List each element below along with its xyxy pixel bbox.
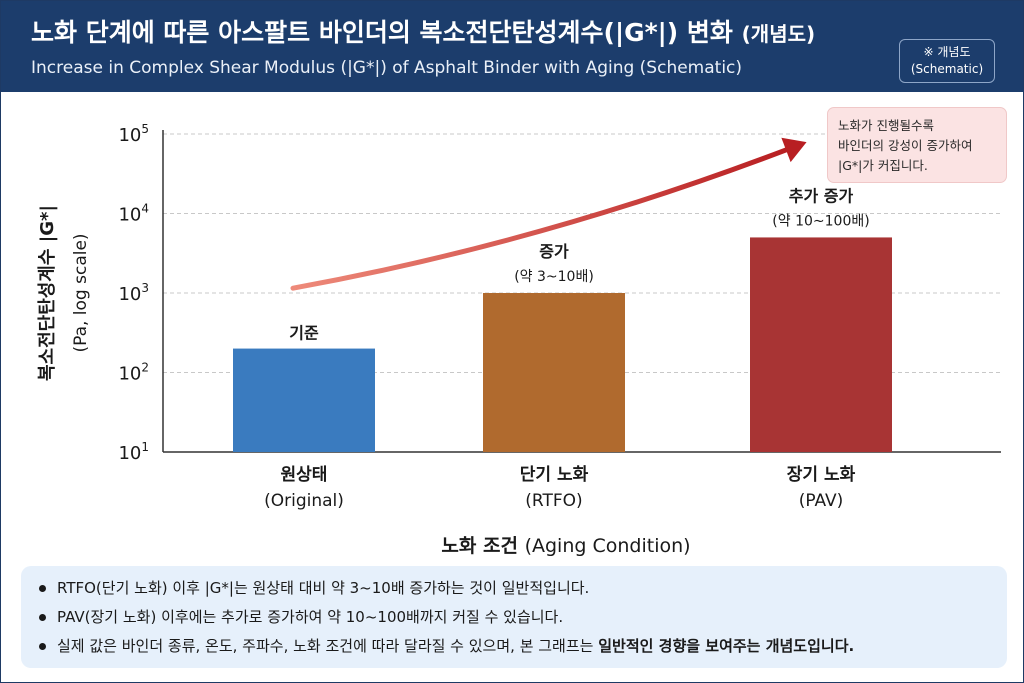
bar-label: 증가 [539,242,569,261]
schematic-badge: ※ 개념도 (Schematic) [899,39,995,83]
notes-panel: RTFO(단기 노화) 이후 |G*|는 원상태 대비 약 3~10배 증가하는… [21,566,1007,668]
x-tick-sublabel: (Original) [264,491,344,511]
note-line-2: 바인더의 강성이 증가하여 [838,138,973,153]
y-axis-title: 복소전단탄성계수 |G*| [37,205,58,381]
y-tick-label: 105 [118,122,149,146]
bar-label: 기준 [289,324,319,343]
y-tick-label: 104 [118,202,149,226]
bar-2 [750,237,892,452]
bar-label: 추가 증가 [789,186,854,205]
note-line-3: |G*|가 커집니다. [838,158,928,173]
bar-sublabel: (약 10~100배) [772,213,869,229]
title-english: Increase in Complex Shear Modulus (|G*|)… [31,58,743,78]
note-bullet-3: 실제 값은 바인더 종류, 온도, 주파수, 노화 조건에 따라 달라질 수 있… [37,632,991,661]
trend-arrow-shaft [290,147,789,291]
title-korean: 노화 단계에 따른 아스팔트 바인더의 복소전단탄성계수(|G*|) 변화 (개… [31,18,816,47]
header-banner: 노화 단계에 따른 아스팔트 바인더의 복소전단탄성계수(|G*|) 변화 (개… [1,1,1023,92]
x-tick-sublabel: (RTFO) [525,491,582,511]
bar-0 [233,348,375,452]
annotation-callout: 노화가 진행될수록 바인더의 강성이 증가하여 |G*|가 커집니다. [827,107,1007,183]
note-line-1: 노화가 진행될수록 [838,118,934,133]
title-suffix: (개념도) [741,22,816,46]
y-tick-label: 102 [118,361,149,385]
bar-sublabel: (약 3~10배) [514,269,594,285]
x-axis-title: 노화 조건 (Aging Condition) [441,535,690,557]
x-tick-sublabel: (PAV) [799,491,844,511]
y-axis-subtitle: (Pa, log scale) [71,233,91,352]
x-tick-label: 단기 노화 [520,465,589,485]
y-tick-label: 101 [118,440,149,464]
note-bullet-3-emphasis: 일반적인 경향을 보여주는 개념도입니다. [598,637,855,655]
note-bullet-3-text: 실제 값은 바인더 종류, 온도, 주파수, 노화 조건에 따라 달라질 수 있… [57,637,599,655]
y-tick-label: 103 [118,281,149,305]
note-bullet-1: RTFO(단기 노화) 이후 |G*|는 원상태 대비 약 3~10배 증가하는… [37,574,991,603]
bar-1 [483,293,625,452]
badge-line-1: ※ 개념도 [923,45,971,59]
badge-line-2: (Schematic) [910,62,984,76]
x-tick-label: 원상태 [281,465,328,485]
trend-arrow-head [781,137,807,163]
x-tick-label: 장기 노화 [787,465,856,485]
note-bullet-2: PAV(장기 노화) 이후에는 추가로 증가하여 약 10~100배까지 커질 … [37,603,991,632]
